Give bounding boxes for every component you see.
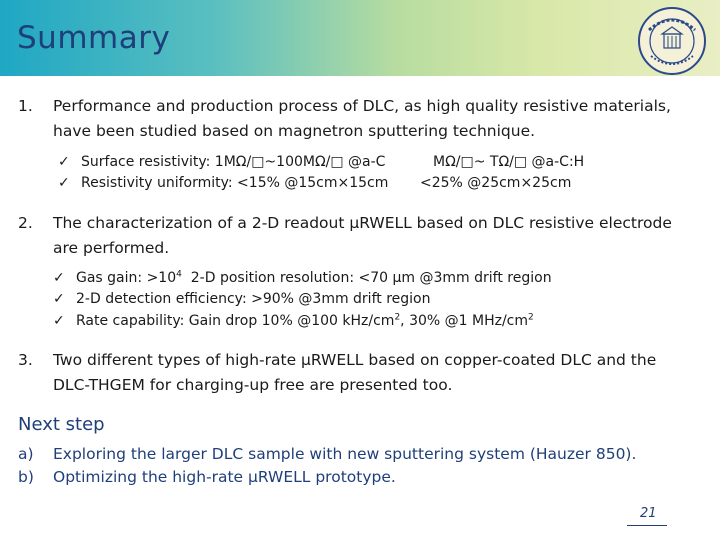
superscript: 4 bbox=[176, 269, 182, 280]
check-text: 2-D detection efficiency: >90% @3mm drif… bbox=[76, 291, 431, 307]
next-step-label: a) bbox=[18, 445, 34, 463]
item-text-line: The characterization of a 2-D readout µR… bbox=[53, 214, 672, 232]
check-text: , 30% @1 MHz/cm bbox=[400, 313, 529, 329]
page-number: 21 bbox=[640, 506, 657, 521]
checkmark-icon: ✓ bbox=[58, 175, 70, 191]
item-number: 3. bbox=[18, 351, 33, 369]
item-text-line: DLC-THGEM for charging-up free are prese… bbox=[53, 376, 453, 394]
item-text-line: are performed. bbox=[53, 239, 170, 257]
check-text: Surface resistivity: 1MΩ/□~100MΩ/□ @a-C bbox=[81, 154, 386, 170]
page-number-underline bbox=[627, 525, 667, 526]
page-title: Summary bbox=[17, 20, 171, 56]
university-seal-logo bbox=[638, 7, 706, 75]
next-step-heading: Next step bbox=[18, 414, 105, 435]
item-text-line: have been studied based on magnetron spu… bbox=[53, 122, 536, 140]
next-step-label: b) bbox=[18, 468, 34, 486]
item-number: 2. bbox=[18, 214, 33, 232]
superscript: 2 bbox=[394, 312, 401, 323]
checkmark-icon: ✓ bbox=[53, 291, 65, 307]
item-number: 1. bbox=[18, 97, 33, 115]
checkmark-icon: ✓ bbox=[58, 154, 70, 170]
superscript: 2 bbox=[528, 312, 534, 323]
checkmark-icon: ✓ bbox=[53, 313, 65, 329]
header-banner: Summary bbox=[0, 0, 720, 76]
checkmark-icon: ✓ bbox=[53, 270, 65, 286]
next-step-text: Optimizing the high-rate µRWELL prototyp… bbox=[53, 468, 396, 486]
item-text-line: Performance and production process of DL… bbox=[53, 97, 671, 115]
check-text-secondary: MΩ/□~ TΩ/□ @a-C:H bbox=[433, 154, 585, 170]
check-text: Rate capability: Gain drop 10% @100 kHz/… bbox=[76, 313, 395, 329]
check-text: Gas gain: >10 bbox=[76, 270, 177, 286]
next-step-text: Exploring the larger DLC sample with new… bbox=[53, 445, 637, 463]
item-text-line: Two different types of high-rate µRWELL … bbox=[53, 351, 657, 369]
check-text: Resistivity uniformity: <15% @15cm×15cm bbox=[81, 175, 389, 191]
check-text: 2-D position resolution: <70 µm @3mm dri… bbox=[181, 270, 552, 286]
check-text-secondary: <25% @25cm×25cm bbox=[420, 175, 572, 191]
